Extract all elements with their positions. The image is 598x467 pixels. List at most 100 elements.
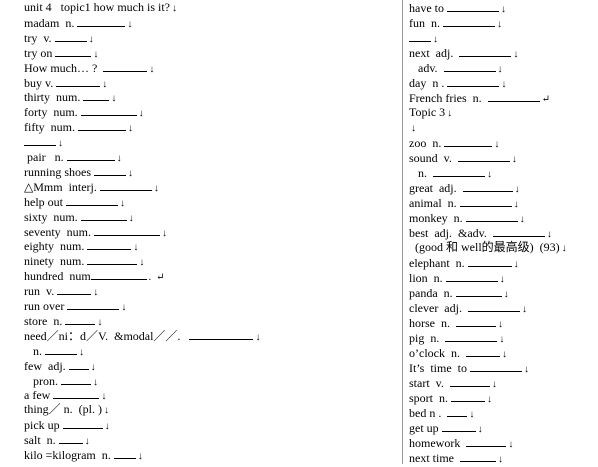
entry-text: a few: [24, 388, 54, 403]
answer-blank[interactable]: [103, 60, 148, 72]
answer-blank[interactable]: [53, 387, 100, 400]
answer-blank[interactable]: [492, 225, 545, 237]
paragraph-mark-icon: ↓: [128, 167, 133, 179]
paragraph-mark-icon: ↓: [501, 4, 506, 15]
answer-blank[interactable]: [87, 238, 132, 251]
paragraph-mark-icon: ↓: [498, 454, 503, 465]
paragraph-mark-icon: ↓: [93, 287, 99, 299]
entry-text: madam n.: [24, 15, 78, 30]
paragraph-mark-icon: ↓: [139, 257, 145, 269]
vocab-entry: try v. ↓: [24, 30, 94, 45]
answer-blank[interactable]: [455, 285, 502, 297]
answer-blank[interactable]: [462, 180, 513, 192]
answer-blank[interactable]: [447, 405, 468, 417]
answer-blank[interactable]: [447, 0, 499, 12]
answer-blank[interactable]: [58, 432, 83, 445]
answer-blank[interactable]: [68, 358, 89, 370]
column-divider: [402, 0, 403, 464]
entry-text: try v.: [24, 30, 55, 45]
answer-blank[interactable]: [457, 150, 510, 162]
answer-blank[interactable]: [90, 268, 147, 281]
answer-blank[interactable]: [465, 210, 518, 222]
answer-blank[interactable]: [80, 209, 127, 221]
answer-blank[interactable]: [77, 15, 126, 27]
answer-blank[interactable]: [55, 45, 92, 57]
answer-blank[interactable]: [487, 90, 540, 102]
paragraph-mark-icon: ↓: [433, 34, 438, 45]
entry-text: start v.: [409, 376, 450, 390]
paragraph-mark-icon: ↓: [97, 316, 103, 328]
answer-blank[interactable]: [80, 104, 137, 117]
paragraph-mark-icon: ↓: [511, 154, 517, 165]
vocab-entry: zoo n. ↓: [409, 135, 499, 150]
vocab-entry: bed n . ↓: [409, 405, 474, 420]
answer-blank[interactable]: [451, 390, 485, 402]
answer-blank[interactable]: [54, 30, 87, 42]
entry-text: French fries n.: [409, 91, 488, 105]
paragraph-mark-icon: ↓: [255, 331, 261, 343]
answer-blank[interactable]: [78, 119, 126, 132]
answer-blank[interactable]: [57, 283, 92, 296]
answer-blank[interactable]: [24, 134, 56, 147]
answer-blank[interactable]: [94, 224, 160, 236]
entry-text: sixty num.: [24, 209, 81, 224]
vocab-entry: have to ↓: [409, 0, 506, 15]
answer-blank[interactable]: [87, 253, 138, 266]
answer-blank[interactable]: [94, 164, 126, 176]
vocab-entry: hundred num . ↵: [24, 268, 165, 283]
paragraph-mark-icon: ↓: [497, 64, 503, 75]
answer-blank[interactable]: [113, 447, 136, 459]
answer-blank[interactable]: [66, 149, 115, 161]
answer-blank[interactable]: [447, 75, 500, 87]
answer-blank[interactable]: [449, 375, 490, 387]
vocab-entry: lion n. ↓: [409, 270, 505, 285]
vocab-entry: great adj. ↓: [409, 180, 520, 195]
paragraph-mark-icon: ↓: [93, 376, 98, 388]
answer-blank[interactable]: [459, 195, 512, 207]
answer-blank[interactable]: [66, 194, 118, 206]
answer-blank[interactable]: [445, 270, 498, 282]
answer-blank[interactable]: [445, 330, 498, 342]
answer-blank[interactable]: [470, 360, 522, 372]
paragraph-mark-icon: ↓: [149, 63, 155, 75]
entry-text: fun n.: [409, 16, 443, 30]
answer-blank[interactable]: [65, 313, 96, 325]
answer-blank[interactable]: [67, 298, 120, 310]
entry-text: forty num.: [24, 105, 81, 120]
answer-blank[interactable]: [459, 45, 512, 57]
entry-text: △Mmm interj.: [24, 179, 100, 194]
entry-text: sport n.: [409, 391, 451, 405]
answer-blank[interactable]: [444, 135, 493, 147]
paragraph-mark-icon: ↓: [561, 243, 567, 254]
vocab-entry: best adj. &adv. ↓: [409, 225, 552, 240]
answer-blank[interactable]: [62, 417, 103, 430]
paragraph-mark-icon: ↓: [447, 108, 453, 119]
answer-blank[interactable]: [56, 75, 101, 87]
answer-blank[interactable]: [83, 89, 110, 102]
entry-text: ninety num.: [24, 254, 88, 269]
answer-blank[interactable]: [45, 343, 77, 355]
paragraph-mark-icon: ↓: [172, 3, 177, 14]
vocab-entry: sport n. ↓: [409, 390, 492, 405]
answer-blank[interactable]: [467, 255, 512, 267]
answer-blank[interactable]: [466, 435, 507, 447]
answer-blank[interactable]: [443, 15, 495, 27]
entry-text: How much… ?: [24, 60, 104, 75]
answer-blank[interactable]: [441, 420, 476, 432]
entry-text: next time: [409, 451, 460, 465]
answer-blank[interactable]: [99, 179, 152, 191]
answer-blank[interactable]: [456, 315, 496, 327]
answer-blank[interactable]: [61, 373, 91, 385]
answer-blank[interactable]: [460, 450, 496, 462]
answer-blank[interactable]: [465, 345, 500, 357]
vocab-entry: kilo =kilogram n. ↓: [24, 447, 143, 462]
answer-blank[interactable]: [433, 165, 485, 177]
entry-text: (good 和 well的最高级) (93): [409, 240, 560, 254]
answer-blank[interactable]: [443, 60, 496, 72]
answer-blank[interactable]: [467, 300, 520, 312]
vocab-entry: forty num. ↓: [24, 104, 144, 120]
answer-blank[interactable]: [189, 328, 254, 340]
answer-blank[interactable]: [409, 30, 431, 42]
entry-text: unit 4 topic1 how much is it?: [24, 0, 170, 14]
paragraph-mark-icon: ↓: [411, 123, 416, 134]
